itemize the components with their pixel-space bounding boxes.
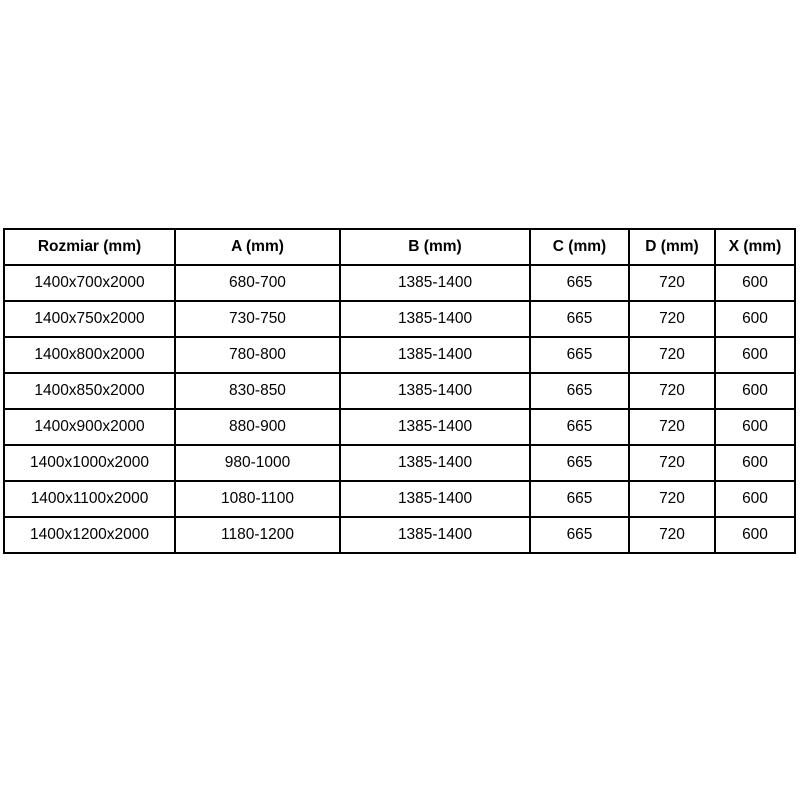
table-cell-a: 1180-1200 [174, 516, 341, 554]
table-cell-a: 730-750 [174, 300, 341, 338]
table-cell-d: 720 [628, 336, 716, 374]
table-cell-x: 600 [714, 336, 796, 374]
table-cell-rozmiar: 1400x750x2000 [3, 300, 176, 338]
table-row: 1400x900x2000 880-900 1385-1400 665 720 … [3, 408, 796, 446]
table-cell-d: 720 [628, 264, 716, 302]
dimensions-table: Rozmiar (mm) A (mm) B (mm) C (mm) D (mm)… [3, 228, 796, 554]
table-cell-c: 665 [529, 372, 630, 410]
table-cell-b: 1385-1400 [339, 372, 531, 410]
table-cell-rozmiar: 1400x1000x2000 [3, 444, 176, 482]
table-cell-a: 680-700 [174, 264, 341, 302]
table-cell-b: 1385-1400 [339, 408, 531, 446]
table-cell-c: 665 [529, 300, 630, 338]
table-cell-a: 780-800 [174, 336, 341, 374]
table-cell-c: 665 [529, 264, 630, 302]
table-cell-x: 600 [714, 300, 796, 338]
table-cell-c: 665 [529, 480, 630, 518]
table-cell-rozmiar: 1400x1100x2000 [3, 480, 176, 518]
table-cell-x: 600 [714, 444, 796, 482]
table-cell-d: 720 [628, 408, 716, 446]
table-cell-d: 720 [628, 300, 716, 338]
table-cell-rozmiar: 1400x1200x2000 [3, 516, 176, 554]
table-cell-d: 720 [628, 480, 716, 518]
table-cell-b: 1385-1400 [339, 336, 531, 374]
table-row: 1400x800x2000 780-800 1385-1400 665 720 … [3, 336, 796, 374]
table-cell-rozmiar: 1400x850x2000 [3, 372, 176, 410]
table-cell-d: 720 [628, 372, 716, 410]
column-header-x: X (mm) [714, 228, 796, 266]
table-cell-c: 665 [529, 408, 630, 446]
column-header-b: B (mm) [339, 228, 531, 266]
table-cell-rozmiar: 1400x800x2000 [3, 336, 176, 374]
table-row: 1400x700x2000 680-700 1385-1400 665 720 … [3, 264, 796, 302]
table-cell-b: 1385-1400 [339, 516, 531, 554]
table-cell-a: 830-850 [174, 372, 341, 410]
table-cell-rozmiar: 1400x900x2000 [3, 408, 176, 446]
table-cell-rozmiar: 1400x700x2000 [3, 264, 176, 302]
table-row: 1400x1200x2000 1180-1200 1385-1400 665 7… [3, 516, 796, 554]
table-row: 1400x750x2000 730-750 1385-1400 665 720 … [3, 300, 796, 338]
column-header-c: C (mm) [529, 228, 630, 266]
table-cell-b: 1385-1400 [339, 300, 531, 338]
column-header-rozmiar: Rozmiar (mm) [3, 228, 176, 266]
table-cell-b: 1385-1400 [339, 264, 531, 302]
table-cell-c: 665 [529, 516, 630, 554]
header-row: Rozmiar (mm) A (mm) B (mm) C (mm) D (mm)… [3, 228, 796, 266]
table-cell-a: 1080-1100 [174, 480, 341, 518]
table-cell-x: 600 [714, 480, 796, 518]
table-cell-x: 600 [714, 372, 796, 410]
table-cell-c: 665 [529, 444, 630, 482]
column-header-a: A (mm) [174, 228, 341, 266]
table-body: 1400x700x2000 680-700 1385-1400 665 720 … [3, 264, 796, 554]
table-header: Rozmiar (mm) A (mm) B (mm) C (mm) D (mm)… [3, 228, 796, 266]
table-cell-b: 1385-1400 [339, 480, 531, 518]
column-header-d: D (mm) [628, 228, 716, 266]
table-cell-d: 720 [628, 444, 716, 482]
table-cell-d: 720 [628, 516, 716, 554]
table-row: 1400x850x2000 830-850 1385-1400 665 720 … [3, 372, 796, 410]
table-cell-a: 980-1000 [174, 444, 341, 482]
table-row: 1400x1100x2000 1080-1100 1385-1400 665 7… [3, 480, 796, 518]
table-cell-b: 1385-1400 [339, 444, 531, 482]
table-cell-c: 665 [529, 336, 630, 374]
table-cell-x: 600 [714, 408, 796, 446]
table-row: 1400x1000x2000 980-1000 1385-1400 665 72… [3, 444, 796, 482]
table-cell-x: 600 [714, 264, 796, 302]
table-cell-x: 600 [714, 516, 796, 554]
table-cell-a: 880-900 [174, 408, 341, 446]
